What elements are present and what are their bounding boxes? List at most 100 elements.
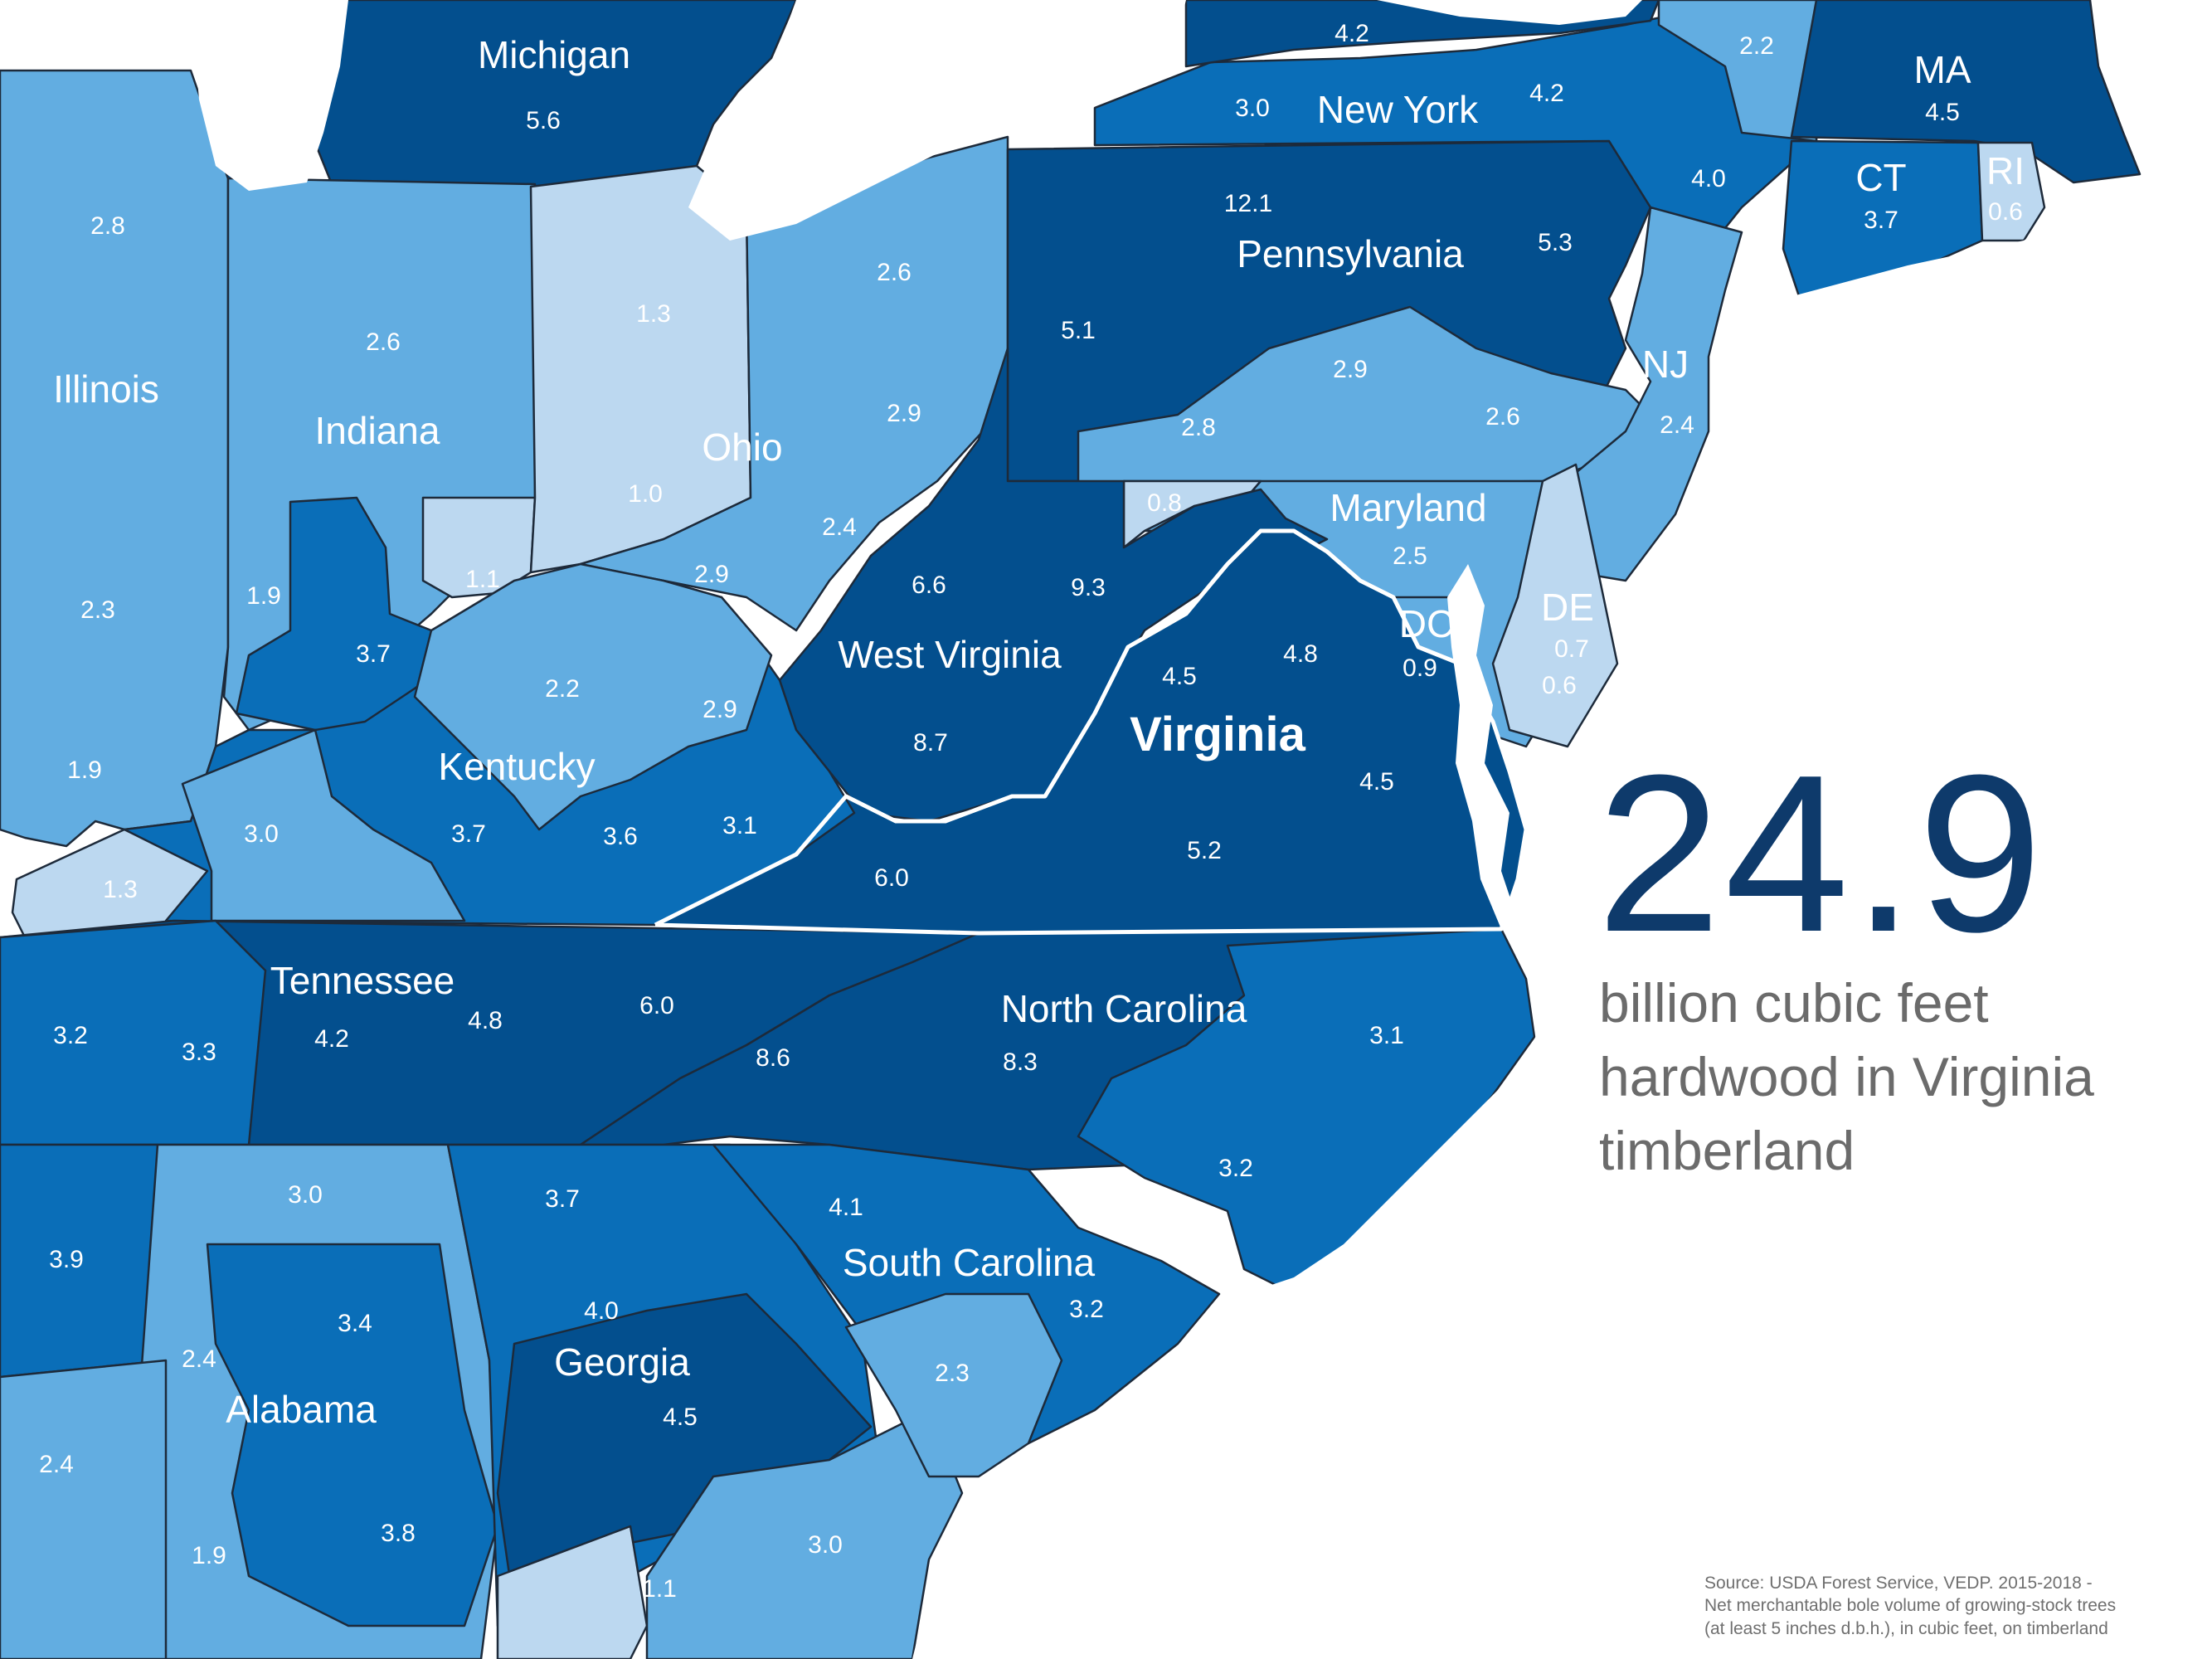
region-northeast-light — [1657, 0, 1818, 143]
label-illinois: Illinois — [53, 367, 159, 411]
region-georgia-south — [496, 1525, 649, 1659]
label-alabama: Alabama — [226, 1388, 377, 1431]
label-maryland: Maryland — [1330, 486, 1486, 529]
label-tennessee: Tennessee — [270, 959, 455, 1002]
region-north-carolina-east — [1077, 927, 1536, 1296]
label-indiana: Indiana — [315, 409, 440, 452]
value-label: 5.3 — [1538, 229, 1573, 256]
value-label: 4.2 — [314, 1025, 349, 1053]
label-north-carolina: North Carolina — [1001, 987, 1247, 1030]
value-label: 4.5 — [663, 1404, 698, 1431]
value-label: 2.4 — [39, 1451, 74, 1478]
value-label: 1.9 — [192, 1542, 226, 1569]
value-label: 5.6 — [526, 107, 561, 134]
value-label: 2.2 — [1739, 32, 1774, 60]
value-label: 8.3 — [1003, 1048, 1038, 1076]
map-regions — [0, 0, 2142, 1659]
label-virginia: Virginia — [1130, 708, 1305, 761]
value-label: 4.2 — [1529, 80, 1564, 107]
region-kentucky-west — [181, 728, 466, 922]
source-line: (at least 5 inches d.b.h.), in cubic fee… — [1704, 1618, 2108, 1638]
value-label: 0.7 — [1554, 635, 1589, 663]
value-label: 3.7 — [356, 640, 391, 668]
region-tennessee-west — [0, 919, 267, 1146]
value-label: 9.3 — [1071, 574, 1106, 601]
label-ct: CT — [1855, 156, 1906, 199]
value-label: 3.8 — [381, 1520, 416, 1547]
atlantic-ocean — [912, 182, 2212, 1659]
value-label: 3.2 — [1069, 1296, 1104, 1323]
water-bodies — [191, 0, 2212, 1659]
value-label: 5.1 — [1061, 317, 1096, 344]
value-label: 1.3 — [103, 876, 138, 903]
subtitle-line: billion cubic feet — [1599, 972, 1989, 1034]
value-label: 3.0 — [288, 1181, 323, 1209]
value-label: 2.4 — [1660, 411, 1694, 439]
label-pennsylvania: Pennsylvania — [1237, 232, 1464, 275]
label-south-carolina: South Carolina — [843, 1241, 1096, 1284]
value-label: 2.6 — [1485, 403, 1520, 431]
label-new-york: New York — [1317, 88, 1479, 131]
value-label: 4.5 — [1925, 99, 1960, 126]
value-label: 12.1 — [1224, 190, 1272, 217]
value-label: 3.7 — [545, 1185, 580, 1213]
value-label: 8.7 — [913, 729, 948, 757]
headline-subtitle: billion cubic feet hardwood in Virginia … — [1599, 966, 2196, 1188]
value-label: 1.9 — [246, 582, 281, 610]
label-ri: RI — [1986, 149, 2025, 192]
label-georgia: Georgia — [554, 1340, 690, 1384]
value-label: 1.1 — [465, 566, 500, 593]
value-label: 1.3 — [636, 300, 671, 328]
value-label: 1.0 — [628, 480, 663, 508]
lake-michigan — [191, 0, 348, 191]
long-island-sound — [1733, 249, 2057, 373]
value-label: 2.8 — [90, 212, 125, 240]
value-label: 2.9 — [1333, 356, 1368, 383]
value-label: 4.0 — [584, 1297, 619, 1325]
value-label: 2.9 — [694, 561, 729, 588]
state-labels: Michigan New York MA CT RI Pennsylvania … — [53, 33, 2025, 1431]
region-illinois — [0, 69, 230, 848]
region-massachusetts — [1790, 0, 2142, 184]
label-dc: DC — [1399, 602, 1454, 645]
value-label: 1.9 — [67, 757, 102, 784]
value-label: 2.5 — [1393, 542, 1427, 570]
value-labels: 5.6 4.2 3.0 4.2 2.2 4.5 3.7 0.6 4.0 12.1… — [39, 20, 2023, 1603]
region-alabama-central — [206, 1243, 499, 1627]
value-label: 2.9 — [887, 400, 921, 427]
value-label: 4.8 — [468, 1007, 503, 1034]
value-label: 4.5 — [1359, 768, 1394, 795]
value-label: 6.0 — [874, 864, 909, 892]
value-label: 0.6 — [1988, 198, 2023, 226]
value-label: 0.9 — [1403, 654, 1437, 682]
value-label: 2.4 — [822, 513, 857, 541]
region-georgia-southeast — [645, 1408, 964, 1659]
region-delaware — [1491, 463, 1619, 748]
value-label: 3.6 — [603, 823, 638, 850]
value-label: 4.2 — [1334, 20, 1369, 47]
label-west-virginia: West Virginia — [838, 633, 1062, 676]
value-label: 3.0 — [1235, 95, 1270, 122]
value-label: 2.3 — [80, 596, 115, 624]
value-label: 4.8 — [1283, 640, 1318, 668]
value-label: 2.4 — [182, 1345, 216, 1373]
virginia-outline — [654, 528, 1529, 936]
value-label: 3.2 — [1218, 1155, 1253, 1182]
value-label: 3.7 — [1864, 207, 1898, 234]
value-label: 4.5 — [1162, 663, 1197, 690]
region-south-carolina-south — [844, 1292, 1063, 1478]
value-label: 2.8 — [1181, 414, 1216, 441]
value-label: 3.1 — [722, 812, 757, 839]
value-label: 3.0 — [808, 1531, 843, 1559]
region-ohio-east — [579, 135, 1009, 632]
chesapeake-bay — [1447, 564, 1518, 929]
value-label: 6.6 — [912, 572, 946, 599]
value-label: 3.7 — [451, 820, 486, 848]
value-label: 3.3 — [182, 1039, 216, 1066]
label-ohio: Ohio — [702, 426, 782, 469]
label-de: DE — [1541, 586, 1594, 629]
value-label: 3.4 — [338, 1310, 372, 1337]
subtitle-line: timberland — [1599, 1120, 1855, 1182]
lake-ontario — [1377, 0, 1642, 25]
